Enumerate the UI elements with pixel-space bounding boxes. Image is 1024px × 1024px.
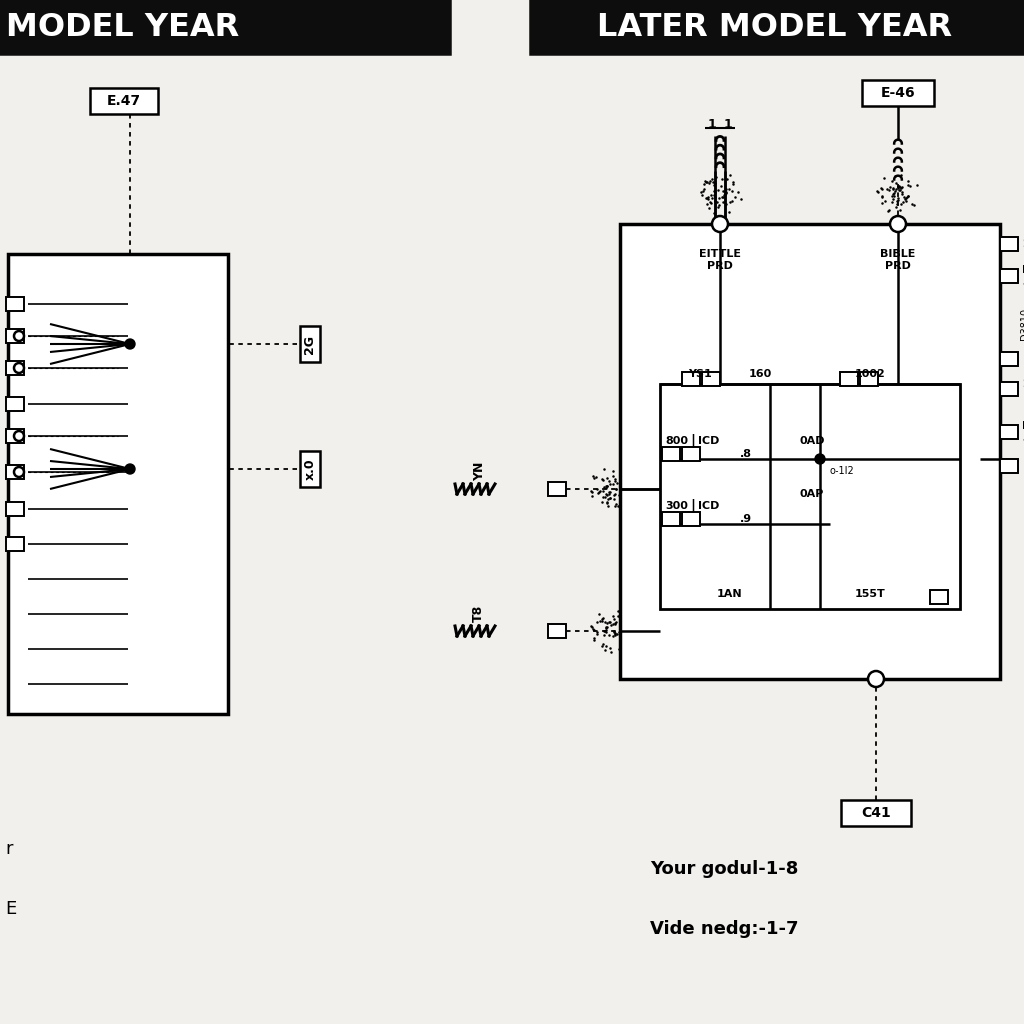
Text: x.0: x.0 [303, 458, 316, 480]
Text: D3810: D3810 [1020, 308, 1024, 340]
Text: 160: 160 [749, 369, 772, 379]
Text: EITTLE
PRD: EITTLE PRD [699, 249, 741, 270]
Bar [6, 537, 24, 551]
Text: IL4
3-0: IL4 3-0 [1022, 421, 1024, 442]
Circle shape [712, 216, 728, 232]
Text: r: r [5, 840, 12, 858]
Bar [8, 254, 228, 714]
Bar [300, 451, 319, 487]
Bar [6, 297, 24, 311]
Bar [530, 0, 1024, 54]
Circle shape [890, 216, 906, 232]
Bar [662, 447, 680, 461]
Bar [548, 624, 566, 638]
Text: E.47: E.47 [106, 94, 141, 108]
Bar [860, 372, 878, 386]
Text: 0AD: 0AD [800, 436, 825, 446]
Text: MODEL YEAR: MODEL YEAR [6, 11, 240, 43]
Text: YS1: YS1 [688, 369, 712, 379]
Circle shape [14, 467, 24, 477]
Bar [6, 397, 24, 411]
Text: BIBLE
PRD: BIBLE PRD [881, 249, 915, 270]
Text: |: | [690, 434, 695, 449]
Text: 300: 300 [665, 501, 688, 511]
Bar [6, 329, 24, 343]
Bar [841, 800, 911, 826]
Bar [682, 372, 700, 386]
Bar [1000, 425, 1018, 439]
Circle shape [125, 339, 135, 349]
Text: ICD: ICD [698, 501, 720, 511]
Text: Vide nedg:-1-7: Vide nedg:-1-7 [650, 920, 799, 938]
Bar [840, 372, 858, 386]
Text: 0AP: 0AP [800, 489, 824, 499]
Circle shape [868, 671, 884, 687]
Circle shape [14, 431, 24, 441]
Text: 2-0: 2-0 [1022, 379, 1024, 389]
Text: 1: 1 [724, 118, 732, 130]
Bar [1000, 382, 1018, 396]
Circle shape [14, 362, 24, 373]
Text: C41: C41 [861, 806, 891, 820]
Text: T8: T8 [471, 604, 484, 622]
Bar [1000, 237, 1018, 251]
Text: 1: 1 [708, 118, 717, 130]
Bar [90, 88, 158, 114]
Text: 800: 800 [665, 436, 688, 446]
Circle shape [14, 331, 24, 341]
Text: IC4
3.9: IC4 3.9 [1022, 265, 1024, 287]
Bar [660, 384, 961, 609]
Bar [682, 447, 700, 461]
Text: |: | [690, 499, 695, 513]
Bar [862, 80, 934, 106]
Text: E-46: E-46 [881, 86, 915, 100]
Bar [548, 482, 566, 496]
Bar [6, 429, 24, 443]
Bar [6, 465, 24, 479]
Text: .9: .9 [740, 514, 752, 524]
Bar [620, 224, 1000, 679]
Text: Your godul-1-8: Your godul-1-8 [650, 860, 799, 878]
Bar [1000, 269, 1018, 283]
Text: ICD: ICD [698, 436, 720, 446]
Text: E: E [5, 900, 16, 918]
Bar [0, 0, 450, 54]
Bar [1000, 459, 1018, 473]
Bar [6, 361, 24, 375]
Text: LATER MODEL YEAR: LATER MODEL YEAR [597, 11, 952, 43]
Bar [300, 326, 319, 362]
Bar [682, 512, 700, 526]
Circle shape [125, 464, 135, 474]
Text: YN: YN [473, 462, 486, 480]
Text: 2G: 2G [303, 335, 316, 353]
Bar [1000, 352, 1018, 366]
Text: 1002: 1002 [855, 369, 886, 379]
Bar [662, 512, 680, 526]
Text: 1AN: 1AN [717, 589, 742, 599]
Text: .8: .8 [740, 449, 752, 459]
Bar [6, 502, 24, 516]
Text: o-1I2: o-1I2 [830, 466, 855, 476]
Circle shape [815, 454, 825, 464]
Bar [930, 590, 948, 604]
Bar [702, 372, 720, 386]
Text: 2-0: 2-0 [1022, 239, 1024, 249]
Text: 155T: 155T [855, 589, 886, 599]
